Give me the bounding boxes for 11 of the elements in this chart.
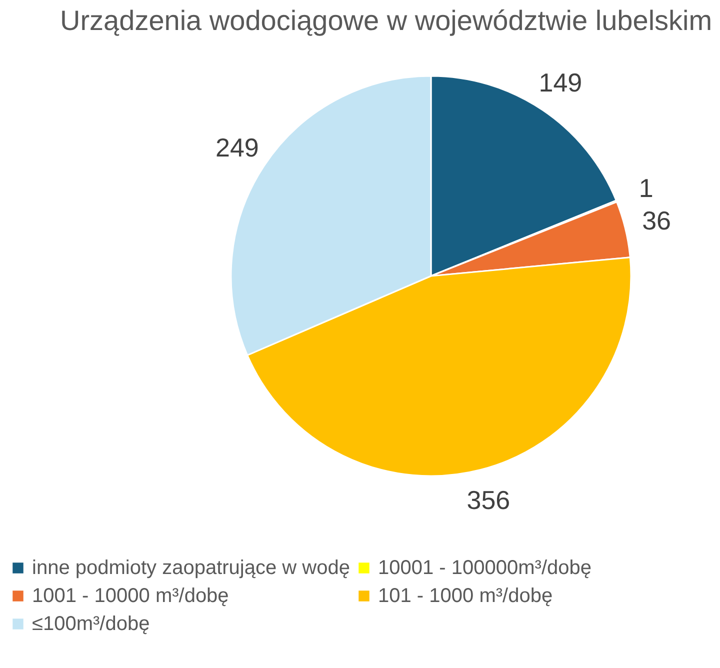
data-label: 1: [638, 173, 654, 204]
legend-label: inne podmioty zaopatrujące w wodę: [32, 557, 350, 579]
chart-title: Urządzenia wodociągowe w województwie lubelskim: [60, 5, 712, 36]
data-label: 149: [538, 67, 582, 98]
legend-label: ≤100m³/dobę: [32, 613, 150, 635]
data-label: 356: [466, 484, 510, 515]
data-label: 36: [642, 206, 672, 236]
data-label: 249: [215, 132, 259, 162]
legend-label: 101 - 1000 m³/dobę: [378, 585, 553, 607]
legend-label: 10001 - 100000m³/dobę: [378, 557, 592, 579]
legend-label: 1001 - 10000 m³/dobę: [32, 585, 229, 607]
